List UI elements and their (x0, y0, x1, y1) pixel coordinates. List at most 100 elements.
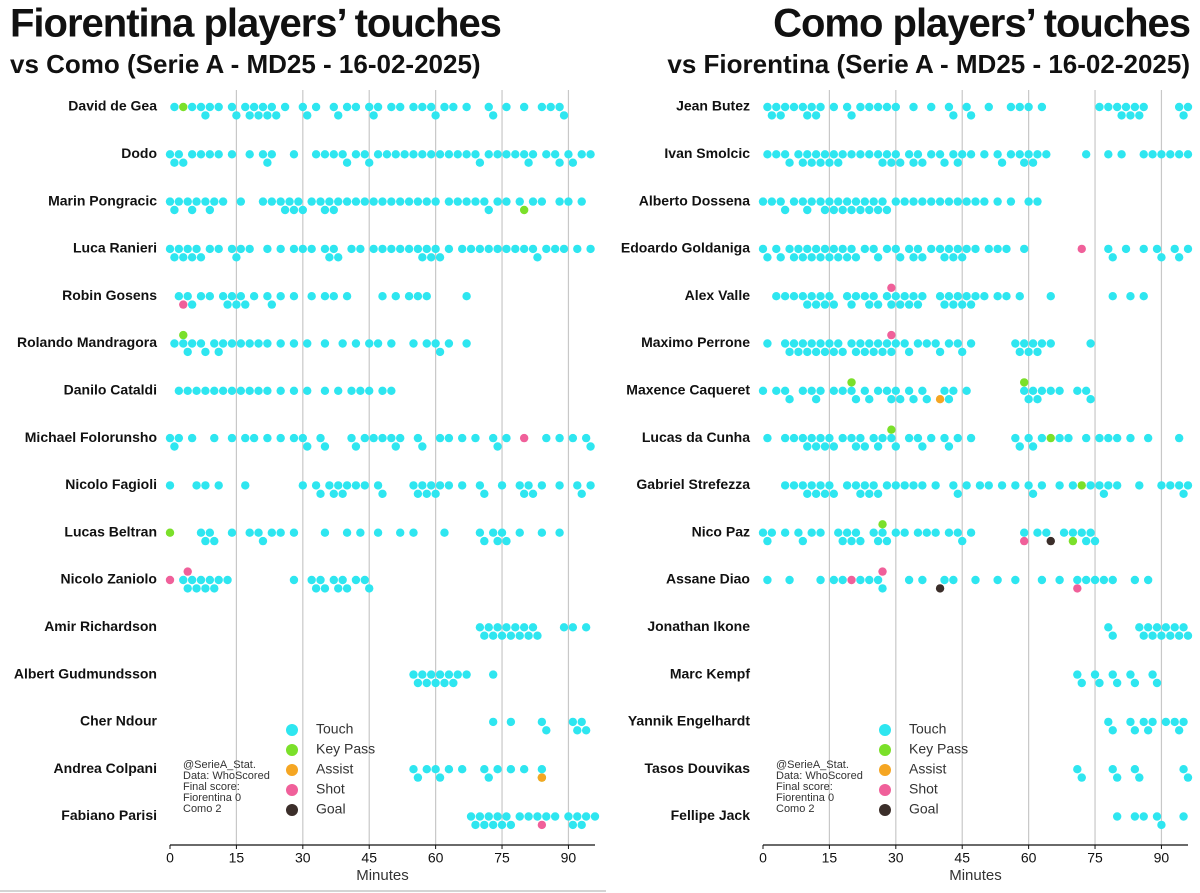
event-dot (1183, 102, 1193, 112)
event-dot (873, 150, 883, 159)
event-dot (891, 528, 901, 537)
event-dot (298, 481, 308, 490)
event-dot (1099, 489, 1109, 498)
event-dot (980, 292, 989, 301)
event-dot (294, 197, 303, 206)
event-dot (1055, 433, 1064, 443)
event-dot (210, 339, 219, 348)
event-dot (586, 150, 595, 159)
event-dot (289, 339, 299, 348)
event-dot (918, 575, 927, 585)
event-dot (1170, 623, 1179, 632)
event-dot (201, 386, 210, 395)
event-dot (387, 244, 396, 254)
event-dot (1104, 150, 1113, 159)
event-dot (1117, 111, 1126, 120)
event-dot (780, 292, 790, 301)
event-dot (772, 244, 781, 254)
event-dot (798, 158, 808, 167)
event-dot (856, 150, 865, 159)
event-dot (949, 481, 958, 490)
event-dot (537, 102, 547, 112)
event-dot (360, 433, 369, 443)
event-dot (1139, 102, 1148, 112)
event-dot (1033, 347, 1042, 357)
event-dot (174, 386, 184, 395)
event-dot (1046, 536, 1055, 546)
event-dot (542, 433, 551, 443)
event-dot (431, 197, 440, 206)
event-dot (210, 433, 219, 443)
event-dot (435, 347, 445, 357)
event-dot (276, 292, 285, 301)
event-dot (462, 670, 471, 679)
event-dot (803, 244, 812, 254)
event-dot (900, 528, 909, 537)
event-dot (435, 150, 445, 159)
event-dot (365, 102, 374, 112)
event-dot (174, 244, 184, 254)
event-dot (851, 253, 861, 262)
event-dot (1099, 575, 1109, 585)
event-dot (418, 102, 427, 112)
event-dot (409, 102, 418, 112)
event-dot (245, 244, 254, 254)
event-dot (1081, 536, 1091, 546)
event-dot (847, 339, 856, 348)
event-dot (457, 765, 467, 774)
event-dot (1126, 433, 1135, 443)
x-tick-label: 15 (822, 850, 838, 866)
event-dot (882, 339, 892, 348)
event-dot (196, 528, 206, 537)
event-dot (413, 244, 423, 254)
credit-note: Como 2 (183, 803, 222, 815)
event-dot (418, 253, 427, 262)
event-dot (993, 575, 1002, 585)
event-dot (758, 528, 768, 537)
event-dot (811, 442, 821, 451)
event-dot (763, 575, 772, 585)
event-dot (528, 150, 538, 159)
event-dot (904, 150, 914, 159)
credit-note: Data: WhoScored (183, 770, 270, 782)
event-dot (834, 253, 843, 262)
event-dot (480, 765, 489, 774)
event-dot (1148, 717, 1157, 727)
event-dot (391, 292, 400, 301)
event-dot (856, 205, 865, 215)
event-dot (347, 433, 356, 443)
event-dot (785, 395, 794, 404)
event-dot (422, 489, 431, 498)
event-dot (325, 197, 334, 206)
event-dot (780, 386, 790, 395)
event-dot (829, 300, 839, 309)
event-dot (758, 197, 768, 206)
event-dot (785, 347, 794, 357)
event-dot (873, 205, 883, 215)
event-dot (351, 575, 361, 585)
event-dot (1024, 481, 1033, 490)
event-dot (426, 670, 436, 679)
event-dot (1157, 820, 1166, 830)
event-dot (241, 102, 250, 112)
legend-label: Key Pass (316, 741, 375, 757)
event-dot (1055, 481, 1064, 490)
event-dot (816, 339, 825, 348)
event-dot (462, 197, 471, 206)
event-dot (444, 339, 454, 348)
event-dot (931, 481, 940, 490)
event-dot (944, 244, 954, 254)
credit-note: Fiorentina 0 (776, 792, 834, 804)
event-dot (356, 528, 365, 537)
event-dot (307, 292, 316, 301)
event-dot (524, 631, 533, 640)
event-dot (918, 197, 927, 206)
event-dot (767, 197, 777, 206)
event-dot (201, 584, 210, 593)
event-dot (475, 623, 485, 632)
event-dot (360, 197, 369, 206)
event-dot (847, 536, 856, 546)
event-dot (1042, 150, 1051, 159)
event-dot (1143, 575, 1153, 585)
event-dot (311, 481, 321, 490)
